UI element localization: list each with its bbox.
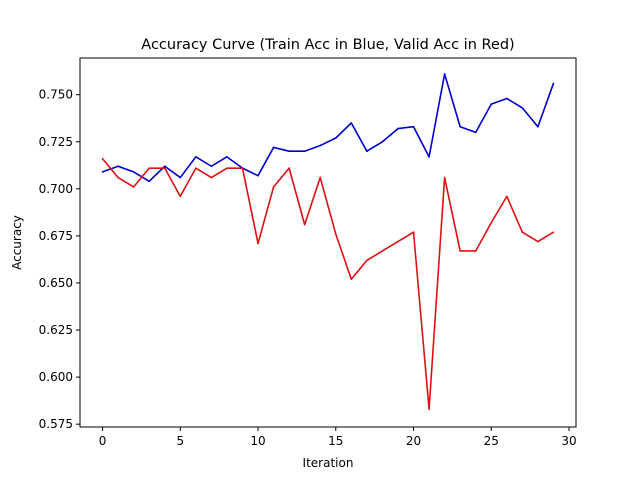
valid-accuracy-point [303, 223, 306, 226]
train-accuracy-point [459, 125, 461, 128]
valid-accuracy-point [537, 240, 539, 243]
train-accuracy-point [506, 97, 508, 100]
train-accuracy-point [334, 137, 337, 139]
valid-accuracy-point [241, 167, 244, 169]
train-accuracy-point [537, 125, 539, 128]
x-tick-label: 15 [328, 434, 343, 448]
y-tick-label: 0.600 [39, 370, 73, 384]
valid-accuracy-point [350, 278, 353, 281]
y-tick-label: 0.750 [39, 88, 73, 102]
valid-accuracy-point [132, 186, 135, 188]
train-accuracy-point [132, 171, 135, 173]
train-accuracy-point [272, 146, 275, 149]
x-tick-label: 30 [561, 434, 576, 448]
y-tick-label: 0.675 [39, 229, 73, 243]
y-tick-label: 0.650 [39, 276, 73, 290]
train-accuracy-point [303, 150, 306, 152]
train-accuracy-point [148, 180, 150, 183]
valid-accuracy-point [506, 195, 508, 198]
valid-accuracy-point [226, 167, 228, 169]
train-accuracy-point [319, 144, 322, 147]
train-accuracy-point [210, 165, 213, 168]
x-axis-label: Iteration [303, 456, 354, 470]
y-tick-label: 0.725 [39, 135, 73, 149]
train-accuracy-line [102, 73, 555, 183]
valid-accuracy-point [474, 250, 477, 252]
train-accuracy-point [397, 127, 399, 130]
valid-accuracy-point [117, 176, 119, 179]
valid-accuracy-point [334, 233, 337, 235]
y-tick-label: 0.625 [39, 323, 73, 337]
valid-accuracy-point [288, 167, 290, 169]
valid-accuracy-point [179, 195, 182, 198]
valid-accuracy-point [412, 231, 415, 233]
valid-accuracy-point [428, 408, 430, 410]
x-tick-label: 5 [176, 434, 184, 448]
valid-accuracy-point [195, 167, 197, 169]
valid-accuracy-point [210, 176, 213, 179]
valid-accuracy-line [101, 158, 554, 410]
train-accuracy-point [350, 122, 353, 124]
chart-title: Accuracy Curve (Train Acc in Blue, Valid… [141, 37, 514, 53]
valid-accuracy-point [443, 176, 446, 179]
train-accuracy-point [521, 107, 524, 109]
train-accuracy-point [163, 165, 166, 168]
train-accuracy-point [257, 174, 259, 177]
valid-accuracy-point [366, 259, 368, 262]
valid-accuracy-point [148, 167, 150, 169]
valid-accuracy-point [521, 231, 524, 233]
train-accuracy-point [381, 140, 384, 143]
valid-accuracy-point [163, 167, 166, 169]
train-accuracy-point [552, 82, 555, 85]
y-tick-label: 0.700 [39, 182, 73, 196]
x-tick-label: 0 [99, 434, 107, 448]
y-axis-ticks: 0.575 0.600 0.625 0.650 0.675 0.700 0.725 0.750 [39, 88, 80, 431]
train-accuracy-point [474, 131, 477, 134]
y-tick-label: 0.575 [39, 417, 73, 431]
valid-accuracy-point [381, 250, 384, 252]
plot-area-frame [79, 57, 577, 428]
valid-accuracy-point [459, 250, 461, 252]
train-accuracy-point [412, 125, 415, 128]
valid-accuracy-point [397, 240, 399, 243]
series-layer [101, 73, 555, 410]
valid-accuracy-point [490, 221, 493, 224]
x-tick-label: 25 [484, 434, 499, 448]
train-accuracy-point [195, 156, 197, 158]
train-accuracy-point [366, 150, 368, 152]
y-axis-label: Accuracy [10, 215, 24, 270]
valid-accuracy-point [257, 242, 259, 245]
train-accuracy-point [117, 165, 119, 168]
x-tick-label: 20 [406, 434, 421, 448]
valid-accuracy-point [101, 157, 104, 160]
train-accuracy-point [179, 176, 182, 179]
x-axis-ticks: 0 5 10 15 20 25 30 [99, 427, 577, 448]
train-accuracy-point [288, 150, 290, 152]
train-accuracy-point [443, 73, 446, 75]
valid-accuracy-point [552, 231, 555, 233]
valid-accuracy-point [319, 176, 322, 179]
train-accuracy-point [226, 156, 228, 158]
train-accuracy-point [101, 171, 104, 173]
x-tick-label: 10 [250, 434, 265, 448]
valid-accuracy-point [272, 186, 275, 188]
train-accuracy-point [490, 103, 493, 105]
train-accuracy-point [428, 156, 430, 158]
